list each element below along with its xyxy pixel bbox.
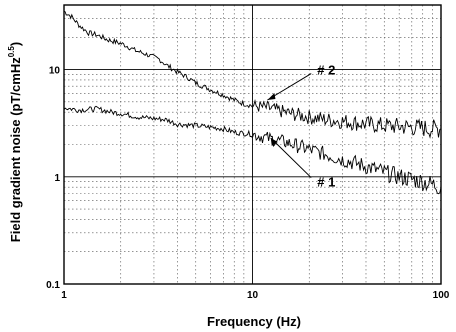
annotation-label-no2: # 2 (317, 63, 335, 78)
y-tick-label: 1 (54, 173, 60, 184)
series-line-no2 (63, 10, 442, 139)
y-tick-label: 10 (49, 66, 61, 77)
annotation-layer: # 2 # 1 (267, 63, 335, 190)
x-tick-label: 1 (61, 290, 67, 301)
annotation-arrowhead-no1 (270, 137, 278, 146)
series-layer (63, 10, 442, 195)
plot-frame (63, 4, 442, 285)
annotation-arrowhead-no2 (267, 93, 276, 101)
annotation-arrow-no1 (270, 137, 312, 179)
x-tick-label: 100 (433, 290, 450, 301)
x-axis-title: Frequency (Hz) (207, 314, 301, 329)
y-axis-title-exponent: 0.5 (7, 46, 16, 58)
grid-layer (63, 5, 442, 285)
y-tick-label: 0.1 (46, 280, 60, 291)
plot-border (63, 4, 442, 285)
svg-text:Field gradient noise (pT/cmHz0: Field gradient noise (pT/cmHz0.5) (7, 42, 23, 242)
x-tick-label: 10 (247, 290, 259, 301)
annotation-label-no1: # 1 (317, 175, 335, 190)
y-axis-title: Field gradient noise (pT/cmHz (8, 57, 23, 242)
y-axis-title-group: Field gradient noise (pT/cmHz0.5) (7, 42, 23, 242)
y-axis-title-suffix: ) (8, 42, 23, 46)
series-line-no1 (63, 105, 442, 195)
